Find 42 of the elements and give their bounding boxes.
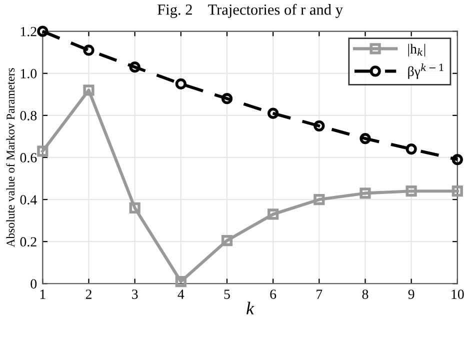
legend-label: βγ$^{k−1}$: [408, 64, 444, 79]
legend-label: |h$_{k}$|: [408, 44, 426, 56]
point: [452, 154, 463, 166]
point: [175, 78, 186, 90]
point: [83, 84, 94, 96]
y-axis-title: Absolute value of Markov Parameters: [6, 68, 15, 248]
y-tick-label: 0.6: [20, 153, 37, 162]
x-tick-label: 4: [178, 290, 184, 299]
y-tick-label: 0.8: [20, 111, 37, 120]
x-tick-label: 5: [224, 290, 230, 299]
chart-title: Fig. 2 Trajectories of r and y: [158, 4, 343, 18]
x-tick-label: 8: [362, 290, 368, 299]
point: [360, 132, 371, 144]
point: [175, 276, 186, 288]
point: [129, 202, 140, 214]
x-tick-label: 6: [270, 290, 276, 299]
point: [221, 234, 233, 246]
x-tick-label: 2: [86, 290, 92, 299]
x-tick-label: 3: [132, 290, 138, 299]
point: [268, 208, 279, 220]
x-tick-label: 9: [408, 290, 414, 299]
y-tick-label: 1.0: [20, 68, 37, 78]
point: [129, 62, 140, 73]
point: [37, 146, 48, 157]
y-tick-label: 0.4: [20, 195, 37, 205]
point: [221, 93, 233, 104]
x-tick-label: 1: [40, 290, 46, 299]
point: [37, 26, 48, 37]
y-tick-label: 0.2: [20, 237, 36, 247]
point: [360, 188, 371, 199]
y-tick-label: 0: [30, 279, 37, 289]
y-tick-label: 1.2: [20, 26, 36, 36]
point: [268, 108, 279, 119]
x-tick-label: 10: [452, 290, 464, 299]
point: [314, 194, 325, 206]
x-axis-title: k: [246, 302, 254, 314]
x-tick-label: 7: [316, 290, 322, 299]
point: [452, 186, 463, 197]
point: [406, 186, 417, 197]
point: [406, 144, 417, 155]
point: [314, 120, 325, 132]
point: [83, 44, 94, 56]
